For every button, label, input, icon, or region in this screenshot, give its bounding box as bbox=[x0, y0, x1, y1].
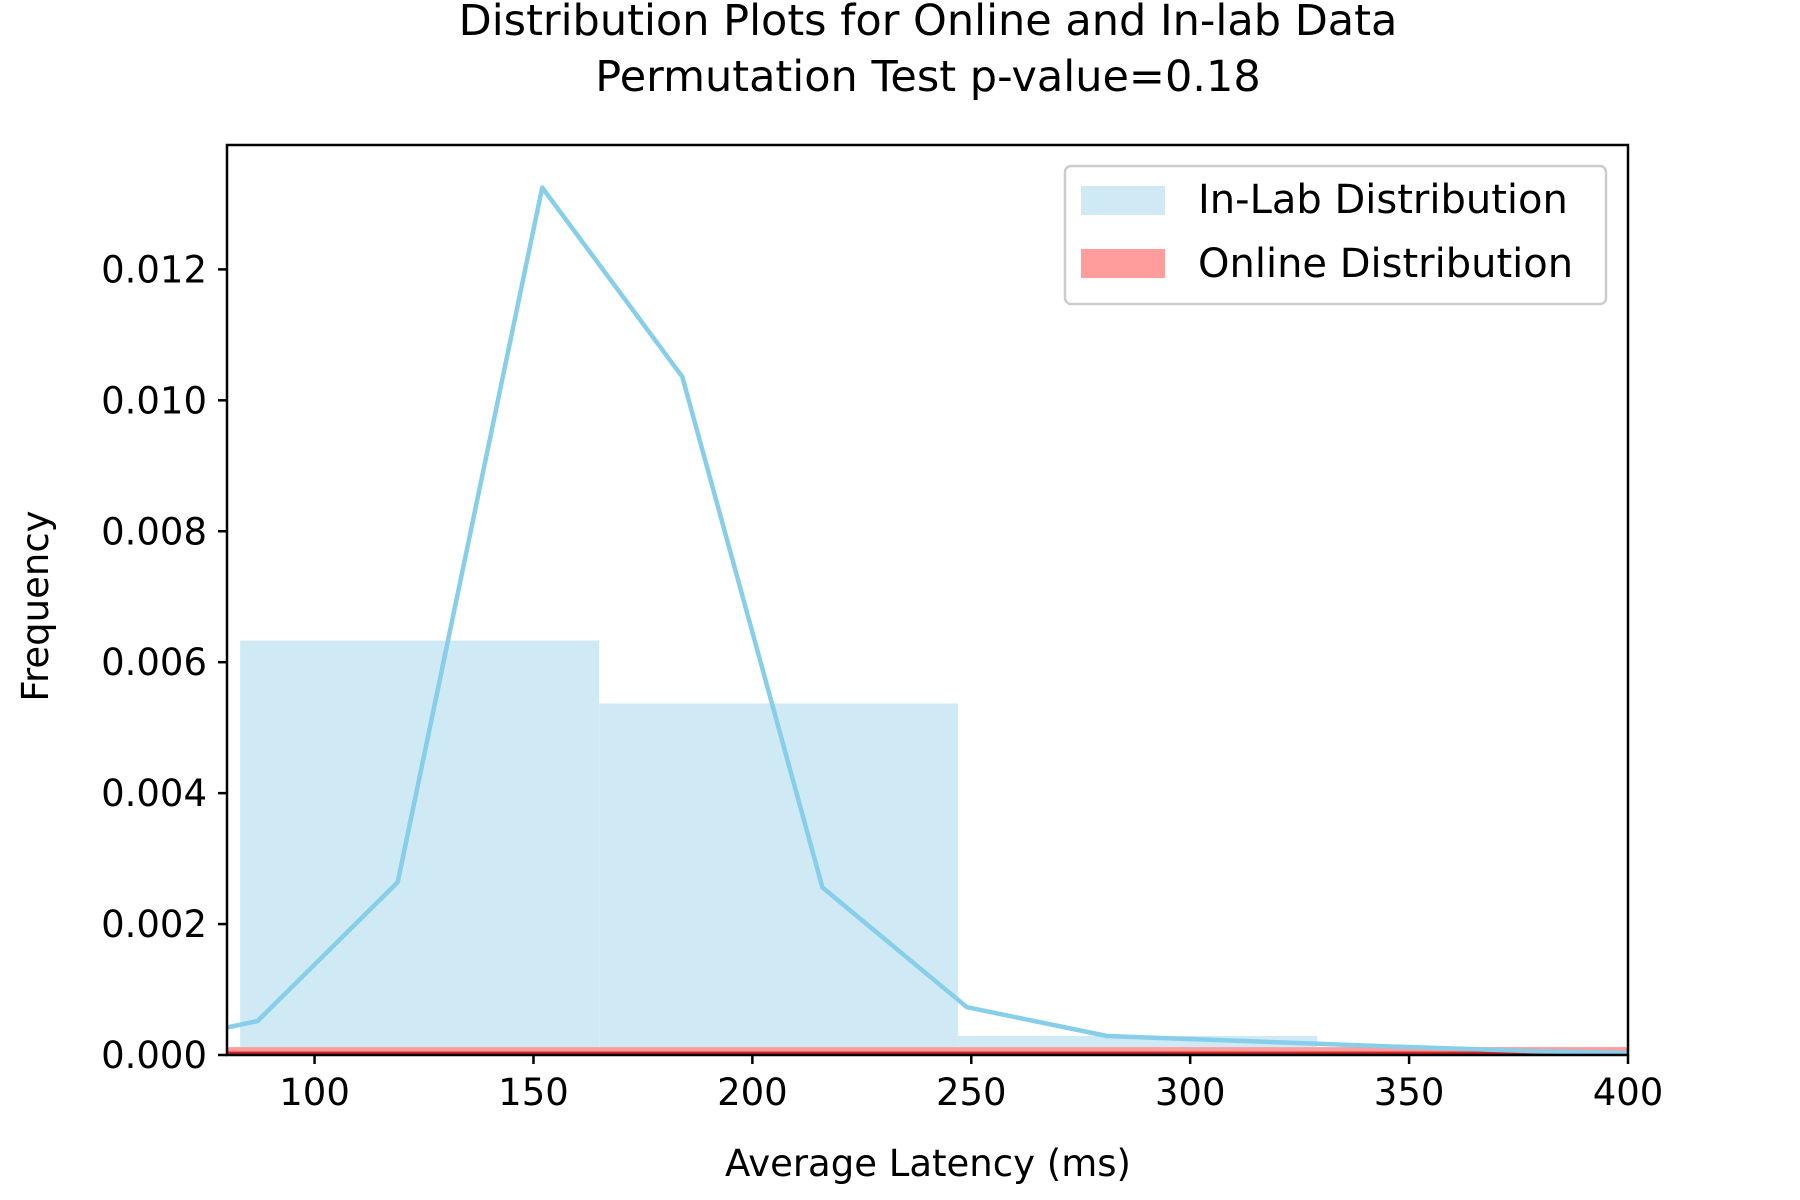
x-tick-label: 350 bbox=[1374, 1071, 1445, 1114]
inlab-bar-1 bbox=[599, 703, 959, 1055]
x-tick-label: 150 bbox=[498, 1071, 569, 1114]
online-bar-0 bbox=[227, 1047, 1628, 1055]
plot-area bbox=[226, 185, 1629, 1056]
y-axis-label: Frequency bbox=[14, 510, 57, 701]
x-axis-label: Average Latency (ms) bbox=[725, 1142, 1131, 1185]
y-axis: 0.000 0.002 0.004 0.006 0.008 0.010 0.012 bbox=[101, 248, 227, 1077]
chart-title: Distribution Plots for Online and In-lab… bbox=[459, 0, 1398, 46]
y-tick-label: 0.012 bbox=[101, 248, 207, 291]
x-tick-label: 300 bbox=[1155, 1071, 1226, 1114]
y-tick-label: 0.008 bbox=[101, 510, 207, 553]
x-tick-label: 100 bbox=[279, 1071, 350, 1114]
y-tick-label: 0.006 bbox=[101, 641, 207, 684]
legend-label-inlab: In-Lab Distribution bbox=[1198, 177, 1568, 223]
y-tick-label: 0.004 bbox=[101, 772, 207, 815]
legend-box bbox=[1063, 164, 1608, 306]
legend-label-online: Online Distribution bbox=[1198, 241, 1573, 287]
chart-subtitle: Permutation Test p-value=0.18 bbox=[595, 52, 1260, 102]
legend-swatch-inlab bbox=[1081, 186, 1165, 215]
y-tick-label: 0.010 bbox=[101, 379, 207, 422]
x-tick-label: 200 bbox=[717, 1071, 788, 1114]
plot-frame bbox=[225, 143, 1630, 1057]
y-tick-label: 0.002 bbox=[101, 903, 207, 946]
inlab-bar-0 bbox=[240, 640, 600, 1055]
legend: In-Lab Distribution Online Distribution bbox=[1063, 164, 1608, 306]
x-axis: 100 150 200 250 300 350 400 bbox=[279, 1055, 1663, 1114]
x-tick-label: 400 bbox=[1593, 1071, 1664, 1114]
y-tick-label: 0.000 bbox=[101, 1034, 207, 1077]
x-tick-label: 250 bbox=[936, 1071, 1007, 1114]
legend-swatch-online bbox=[1081, 249, 1165, 278]
inlab-density-line bbox=[226, 185, 1629, 1056]
